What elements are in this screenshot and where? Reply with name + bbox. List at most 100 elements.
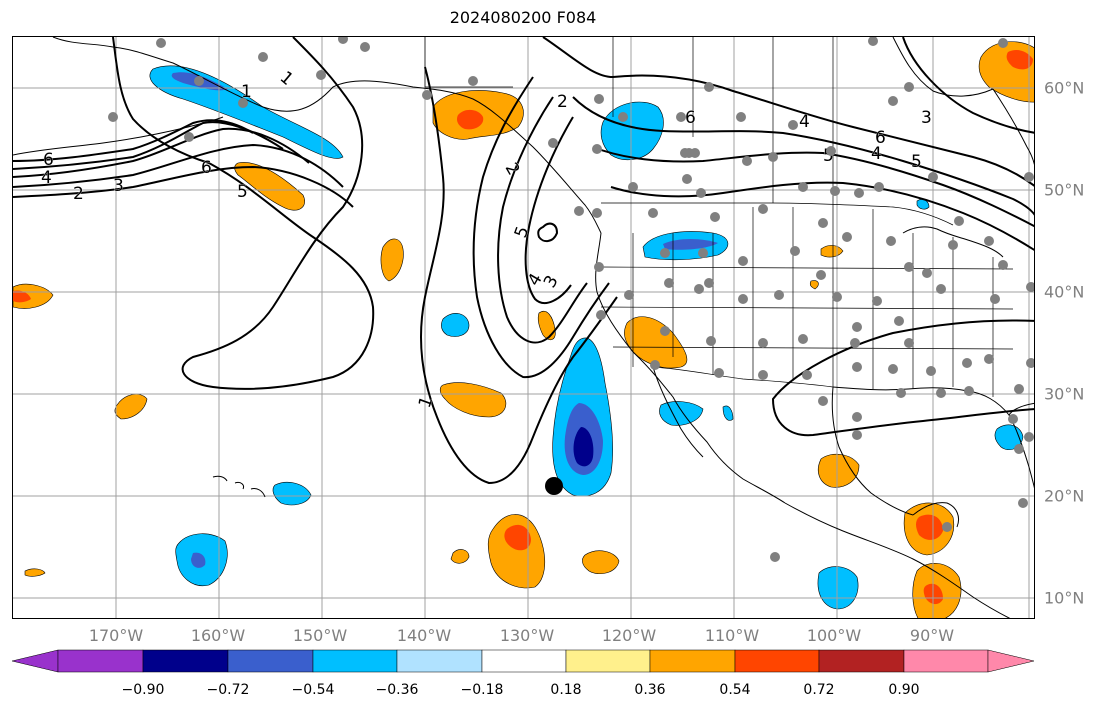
- longitude-label: 110°W: [704, 626, 760, 645]
- colorbar-segment: [312, 649, 398, 673]
- contours: [13, 37, 1034, 485]
- negative-anomaly-spot-1: [441, 313, 470, 337]
- longitude-label: 150°W: [292, 626, 348, 645]
- positive-anomaly-socal: [624, 316, 688, 369]
- us-mexico-border: [652, 366, 834, 388]
- longitude-label: 90°W: [909, 626, 955, 645]
- positive-anomaly-spot-7-core: [504, 524, 531, 551]
- map-panel[interactable]: 1 2 3 4 5 6 2 3 4 5 6 1 2 6 5 4 6 5 4 3 …: [12, 36, 1035, 619]
- colorbar-tick-label: 0.72: [803, 682, 835, 698]
- contour-label: 6: [685, 108, 696, 128]
- positive-anomaly-plains: [820, 245, 844, 258]
- longitude-label: 160°W: [190, 626, 246, 645]
- negative-anomaly-canada: [600, 101, 664, 161]
- colorbar-tick-label: −0.90: [121, 682, 165, 698]
- yucatan: [912, 502, 960, 528]
- contour-label: 2: [557, 92, 568, 112]
- contour-label: 4: [41, 168, 52, 188]
- colorbar-tick-label: −0.36: [375, 682, 419, 698]
- positive-anomaly-spot-4: [537, 310, 556, 341]
- great-lakes: [902, 226, 1004, 258]
- colorbar-segment: [396, 649, 483, 673]
- positive-anomaly-spot-12: [809, 280, 819, 290]
- contour-label: 3: [921, 108, 932, 128]
- colorbar-segment: [818, 649, 905, 673]
- positive-anomaly-spot-5: [439, 382, 507, 418]
- contour-jet-2: [572, 96, 1034, 216]
- latitude-label: 30°N: [1044, 384, 1085, 404]
- station-dots: [108, 37, 1034, 562]
- negative-anomaly-carib-east: [817, 566, 859, 610]
- colorbar-tick-label: −0.72: [206, 682, 250, 698]
- positive-anomaly-spot-9: [582, 550, 620, 574]
- colorbar-tick-label: 0.54: [719, 682, 751, 698]
- colorbar-segment: [565, 649, 651, 673]
- alaska-coast: [52, 37, 602, 234]
- positive-anomaly-central-america-core: [916, 514, 943, 540]
- us-canada-border: [601, 202, 954, 226]
- contour-label: 1: [241, 82, 252, 102]
- hudson-bay: [892, 37, 994, 97]
- contour-jet-3: [592, 146, 1034, 228]
- negative-anomaly-hawaii-core: [191, 552, 206, 568]
- negative-anomaly-tropical-core: [573, 427, 594, 467]
- contour-label: 5: [823, 146, 834, 166]
- state-lines: [600, 205, 1014, 397]
- contour-label: 3: [113, 176, 124, 196]
- positive-anomaly-spot-1: [380, 238, 404, 282]
- gulf-coast: [832, 386, 1034, 488]
- contour-trough-3: [524, 116, 574, 304]
- contour-1-coast: [420, 66, 618, 485]
- central-america: [784, 502, 1011, 618]
- contour-label: 1: [415, 394, 437, 411]
- hawaii: [212, 475, 266, 498]
- mexico-gulf: [831, 386, 914, 516]
- negative-anomaly-baja: [659, 401, 704, 426]
- colorbar-segment: [227, 649, 314, 673]
- contour-5-ridge: [13, 121, 284, 170]
- contour-trough-1: [472, 76, 610, 379]
- contour-labrador-high: [902, 37, 1034, 134]
- contour-label: 6: [43, 150, 54, 170]
- negative-anomaly-hawaii-east: [272, 482, 312, 506]
- positive-anomaly-spot-2: [13, 283, 54, 309]
- contour-label: 5: [237, 182, 248, 202]
- graticule: [13, 37, 1034, 618]
- positive-anomaly-spot-7: [487, 514, 546, 589]
- colorbar-segment-max: [987, 649, 1035, 673]
- positive-anomaly-spot-11: [818, 453, 860, 488]
- coastlines: [13, 37, 1034, 618]
- colorbar-segment: [734, 649, 820, 673]
- contour-2-ridge: [13, 165, 354, 208]
- map-title: 2024080200 F084: [449, 8, 597, 27]
- colorbar-segment: [649, 649, 736, 673]
- positive-anomaly-spot-6: [114, 393, 148, 420]
- contour-trough-2: [497, 96, 588, 344]
- positive-anomaly-spot-3: [13, 290, 31, 303]
- contour-label: 4: [524, 270, 547, 289]
- contour-jet-4: [610, 181, 1034, 251]
- contour-label: 1: [276, 68, 297, 90]
- contour-label: 4: [871, 144, 882, 164]
- contour-label: 6: [875, 128, 886, 148]
- latitude-label: 10°N: [1044, 588, 1085, 608]
- colorbar-segment: [142, 649, 229, 673]
- positive-anomaly-spot-8: [450, 549, 470, 564]
- latitude-label: 40°N: [1044, 282, 1085, 302]
- contour-6-ridge: [13, 119, 254, 162]
- map-canvas: 1 2 3 4 5 6 2 3 4 5 6 1 2 6 5 4 6 5 4 3 …: [13, 37, 1034, 618]
- positive-anomaly-gulf-alaska: [234, 162, 305, 211]
- colorbar-tick-label: −0.54: [291, 682, 335, 698]
- storm-position-marker: [545, 477, 563, 495]
- latitude-label: 50°N: [1044, 180, 1085, 200]
- longitude-label: 100°W: [806, 626, 862, 645]
- longitude-label: 120°W: [601, 626, 657, 645]
- colorbar: [11, 649, 1035, 673]
- latitude-label: 60°N: [1044, 78, 1085, 98]
- contour-label: 5: [911, 152, 922, 172]
- longitude-label: 140°W: [396, 626, 452, 645]
- florida: [1008, 402, 1034, 416]
- negative-anomaly-alaska: [149, 65, 344, 159]
- contour-gulf-anticyclone: [771, 319, 1034, 437]
- colorbar-tick-label: 0.18: [550, 682, 582, 698]
